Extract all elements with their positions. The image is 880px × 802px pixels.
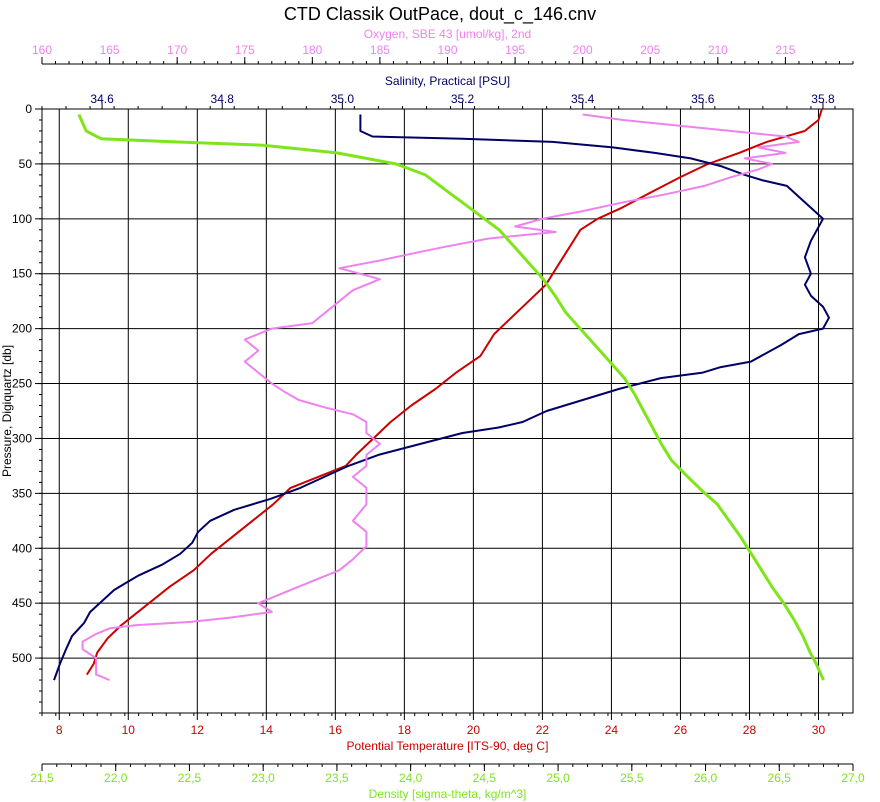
density-tick-label: 26,0 xyxy=(694,771,718,785)
density-tick-label: 24,0 xyxy=(399,771,423,785)
pressure-tick-label: 400 xyxy=(12,541,32,555)
temperature-tick-label: 24 xyxy=(605,723,619,737)
temperature-tick-label: 8 xyxy=(56,723,63,737)
temperature-axis-title: Potential Temperature [ITS-90, deg C] xyxy=(347,739,549,753)
pressure-axis-title: Pressure, Digiquartz [db] xyxy=(0,345,14,477)
temperature-tick-label: 20 xyxy=(467,723,481,737)
density-tick-label: 23,5 xyxy=(325,771,349,785)
salinity-profile-line xyxy=(53,114,830,681)
oxygen-tick-label: 215 xyxy=(775,43,795,57)
density-tick-label: 25,5 xyxy=(620,771,644,785)
density-tick-label: 26,5 xyxy=(768,771,792,785)
salinity-tick-label: 35.2 xyxy=(451,92,475,106)
oxygen-tick-label: 165 xyxy=(100,43,120,57)
oxygen-axis-title: Oxygen, SBE 43 [umol/kg], 2nd xyxy=(364,27,531,41)
pressure-tick-label: 0 xyxy=(25,102,32,116)
temperature-tick-label: 30 xyxy=(812,723,826,737)
pressure-tick-label: 200 xyxy=(12,322,32,336)
temperature-tick-label: 14 xyxy=(260,723,274,737)
chart-title: CTD Classik OutPace, dout_c_146.cnv xyxy=(284,4,596,25)
pressure-tick-label: 250 xyxy=(12,377,32,391)
salinity-tick-label: 35.4 xyxy=(571,92,595,106)
pressure-tick-label: 500 xyxy=(12,651,32,665)
oxygen-tick-label: 175 xyxy=(235,43,255,57)
pressure-tick-label: 150 xyxy=(12,267,32,281)
density-profile-line xyxy=(77,113,825,681)
pressure-tick-label: 450 xyxy=(12,596,32,610)
pressure-tick-label: 350 xyxy=(12,486,32,500)
oxygen-tick-label: 185 xyxy=(370,43,390,57)
density-tick-label: 23,0 xyxy=(252,771,276,785)
density-tick-label: 21,5 xyxy=(30,771,54,785)
temperature-tick-label: 22 xyxy=(536,723,550,737)
pressure-tick-label: 300 xyxy=(12,431,32,445)
oxygen-tick-label: 200 xyxy=(573,43,593,57)
plot-frame xyxy=(41,108,854,714)
temperature-tick-label: 10 xyxy=(122,723,136,737)
density-tick-label: 25,0 xyxy=(546,771,570,785)
oxygen-tick-label: 205 xyxy=(640,43,660,57)
temperature-tick-label: 18 xyxy=(398,723,412,737)
salinity-tick-label: 34.6 xyxy=(90,92,114,106)
temperature-tick-label: 28 xyxy=(743,723,757,737)
salinity-axis-title: Salinity, Practical [PSU] xyxy=(385,74,510,88)
oxygen-profile-line xyxy=(81,113,800,682)
salinity-tick-label: 34.8 xyxy=(211,92,235,106)
temperature-tick-label: 26 xyxy=(674,723,688,737)
density-tick-label: 27,0 xyxy=(841,771,865,785)
oxygen-tick-label: 160 xyxy=(32,43,52,57)
oxygen-tick-label: 210 xyxy=(708,43,728,57)
density-axis-title: Density [sigma-theta, kg/m^3] xyxy=(369,787,527,801)
pressure-tick-label: 100 xyxy=(12,212,32,226)
oxygen-tick-label: 180 xyxy=(302,43,322,57)
salinity-tick-label: 35.8 xyxy=(811,92,835,106)
oxygen-tick-label: 195 xyxy=(505,43,525,57)
oxygen-tick-label: 190 xyxy=(437,43,457,57)
density-tick-label: 22,0 xyxy=(104,771,128,785)
temperature-tick-label: 16 xyxy=(329,723,343,737)
density-tick-label: 22,5 xyxy=(178,771,202,785)
density-tick-label: 24,5 xyxy=(473,771,497,785)
temperature-tick-label: 12 xyxy=(191,723,205,737)
temperature-profile-line xyxy=(86,108,823,676)
pressure-tick-label: 50 xyxy=(19,157,33,171)
salinity-tick-label: 35.6 xyxy=(691,92,715,106)
salinity-tick-label: 35.0 xyxy=(331,92,355,106)
oxygen-tick-label: 170 xyxy=(167,43,187,57)
